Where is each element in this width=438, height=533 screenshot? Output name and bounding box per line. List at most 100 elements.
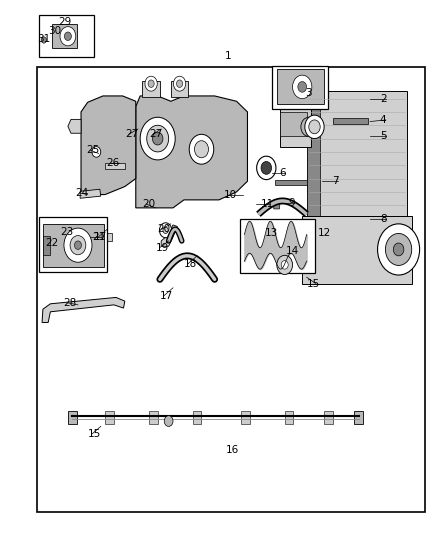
Circle shape	[298, 82, 307, 92]
Polygon shape	[68, 119, 81, 133]
Text: 25: 25	[87, 146, 100, 155]
Polygon shape	[333, 118, 368, 124]
Circle shape	[281, 261, 288, 269]
Bar	[240, 219, 315, 273]
Circle shape	[159, 223, 172, 238]
Circle shape	[92, 147, 101, 157]
Text: 26: 26	[106, 158, 120, 167]
Polygon shape	[171, 81, 188, 97]
Text: 6: 6	[279, 168, 286, 178]
Text: 13: 13	[265, 228, 278, 238]
Text: 18: 18	[184, 259, 197, 269]
Polygon shape	[102, 233, 112, 241]
Text: 27: 27	[125, 130, 138, 139]
Text: 2: 2	[380, 94, 387, 103]
Text: 15: 15	[88, 430, 101, 439]
Polygon shape	[80, 189, 101, 198]
Polygon shape	[161, 225, 177, 246]
Text: 14: 14	[286, 246, 299, 255]
Polygon shape	[43, 224, 104, 266]
Circle shape	[189, 134, 214, 164]
Polygon shape	[285, 411, 293, 424]
Polygon shape	[105, 411, 114, 424]
Polygon shape	[149, 411, 158, 424]
Circle shape	[163, 227, 168, 233]
Circle shape	[378, 224, 420, 275]
Circle shape	[257, 156, 276, 180]
Circle shape	[194, 141, 208, 158]
Polygon shape	[307, 91, 320, 216]
Text: 30: 30	[48, 26, 61, 36]
Text: 3: 3	[305, 88, 312, 98]
Text: 10: 10	[223, 190, 237, 199]
Text: 21: 21	[92, 232, 105, 242]
Circle shape	[41, 37, 46, 43]
Polygon shape	[307, 91, 407, 216]
Polygon shape	[275, 180, 307, 185]
Circle shape	[301, 117, 317, 136]
Circle shape	[261, 161, 272, 174]
Circle shape	[173, 76, 186, 91]
Circle shape	[64, 228, 92, 262]
Polygon shape	[142, 81, 160, 97]
Polygon shape	[274, 200, 280, 209]
Text: 11: 11	[261, 199, 274, 209]
Text: 8: 8	[380, 214, 387, 223]
Circle shape	[147, 125, 169, 152]
Bar	[39, 217, 107, 272]
Circle shape	[74, 241, 81, 249]
Circle shape	[393, 243, 404, 256]
Polygon shape	[136, 96, 247, 208]
Polygon shape	[277, 69, 324, 104]
Text: 19: 19	[155, 243, 169, 253]
Circle shape	[148, 80, 154, 87]
Bar	[37, 67, 425, 512]
Circle shape	[309, 120, 320, 134]
Polygon shape	[324, 411, 333, 424]
Circle shape	[305, 115, 324, 139]
Polygon shape	[42, 297, 125, 322]
Circle shape	[60, 27, 76, 46]
Polygon shape	[280, 112, 307, 136]
Polygon shape	[302, 216, 412, 284]
Text: 20: 20	[158, 224, 171, 234]
Polygon shape	[52, 24, 77, 48]
Text: 23: 23	[60, 227, 74, 237]
Text: 5: 5	[380, 131, 387, 141]
Circle shape	[145, 76, 157, 91]
Polygon shape	[81, 96, 136, 195]
Polygon shape	[193, 411, 201, 424]
Text: 4: 4	[380, 115, 387, 125]
Text: 31: 31	[37, 34, 50, 44]
Circle shape	[164, 416, 173, 426]
Bar	[272, 66, 328, 109]
Polygon shape	[68, 411, 77, 424]
Text: 22: 22	[45, 238, 58, 247]
Bar	[39, 15, 94, 57]
Text: 16: 16	[226, 446, 239, 455]
Circle shape	[152, 132, 163, 145]
Circle shape	[177, 80, 183, 87]
Text: 9: 9	[288, 198, 295, 207]
Circle shape	[293, 75, 312, 99]
Polygon shape	[105, 163, 125, 169]
Text: 1: 1	[224, 51, 231, 61]
Circle shape	[70, 236, 86, 255]
Polygon shape	[354, 411, 363, 424]
Circle shape	[64, 32, 71, 41]
Text: 12: 12	[318, 228, 331, 238]
Text: 28: 28	[64, 298, 77, 308]
Text: 7: 7	[332, 176, 339, 186]
Polygon shape	[43, 236, 50, 255]
Circle shape	[277, 255, 293, 274]
Circle shape	[385, 233, 412, 265]
Polygon shape	[280, 109, 311, 147]
Text: 17: 17	[160, 291, 173, 301]
Circle shape	[140, 117, 175, 160]
Text: 24: 24	[76, 188, 89, 198]
Text: 17: 17	[94, 232, 107, 242]
Text: 29: 29	[58, 18, 71, 27]
Polygon shape	[241, 411, 250, 424]
Text: 27: 27	[149, 130, 162, 139]
Text: 15: 15	[307, 279, 320, 288]
